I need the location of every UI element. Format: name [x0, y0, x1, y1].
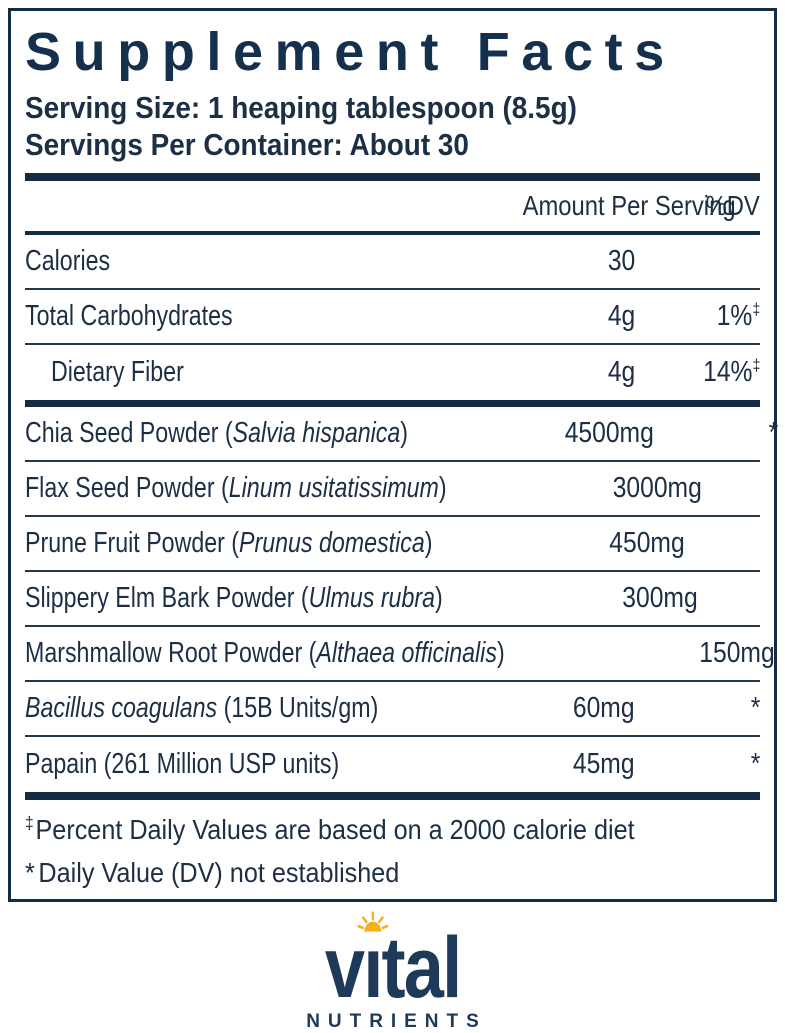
row-chia-seed-powder: Chia Seed Powder (Salvia hispanica) 4500… [25, 407, 779, 463]
ingredient-amount: 60mg [573, 692, 635, 725]
nutrient-dv: 14%‡ [702, 355, 760, 389]
nutrient-amount: 4g [607, 300, 635, 333]
row-bacillus-coagulans: Bacillus coagulans (15B Units/gm) 60mg * [25, 682, 760, 738]
ingredient-amount: 150mg [699, 637, 775, 670]
ingredient-name: Flax Seed Powder (Linum usitatissimum) [25, 472, 447, 505]
header-percent-dv: %DV [705, 190, 760, 222]
row-flax-seed-powder: Flax Seed Powder (Linum usitatissimum) 3… [25, 462, 760, 518]
serving-size-text: Serving Size: 1 heaping tablespoon (8.5g… [25, 90, 577, 126]
nutrient-name: Dietary Fiber [51, 356, 184, 389]
sun-icon [356, 911, 388, 932]
ingredient-name: Bacillus coagulans (15B Units/gm) [25, 692, 379, 725]
ingredient-name: Chia Seed Powder (Salvia hispanica) [25, 417, 409, 450]
servings-per-container-text: Servings Per Container: About 30 [25, 127, 469, 163]
nutrient-dv: 1%‡ [716, 299, 760, 333]
row-total-carbohydrates: Total Carbohydrates 4g 1%‡ [25, 290, 760, 346]
row-prune-fruit-powder: Prune Fruit Powder (Prunus domestica) 45… [25, 517, 760, 573]
footnotes: ‡Percent Daily Values are based on a 200… [25, 800, 760, 900]
footnote-daily-values: ‡Percent Daily Values are based on a 200… [25, 813, 635, 846]
ingredient-name: Prune Fruit Powder (Prunus domestica) [25, 527, 433, 560]
footnote-dv-not-established: * Daily Value (DV) not established [25, 857, 400, 889]
ingredient-amount: 450mg [608, 527, 685, 560]
ingredient-dv: * [750, 692, 760, 725]
brand-wordmark: v ıtal [325, 911, 462, 1011]
nutrient-amount: 30 [607, 245, 635, 278]
nutrient-name: Calories [25, 245, 111, 278]
ingredient-dv: * [769, 417, 779, 450]
servings-per-container-line: Servings Per Container: About 30 [25, 126, 760, 163]
header-amount-per-serving: Amount Per Serving [522, 190, 736, 222]
asterisk-marker: * [25, 857, 35, 889]
ingredient-name: Papain (261 Million USP units) [25, 748, 340, 781]
nutrient-amount: 4g [607, 356, 635, 389]
ingredient-name: Slippery Elm Bark Powder (Ulmus rubra) [25, 582, 443, 615]
nutrient-name: Total Carbohydrates [25, 300, 233, 333]
ingredient-amount: 45mg [573, 748, 635, 781]
divider-thick-bottom [25, 792, 760, 801]
supplement-facts-panel: Supplement Facts Serving Size: 1 heaping… [8, 8, 779, 902]
supplement-facts-title: Supplement Facts [25, 22, 676, 82]
serving-size-line: Serving Size: 1 heaping tablespoon (8.5g… [25, 89, 760, 126]
row-marshmallow-root-powder: Marshmallow Root Powder (Althaea officin… [25, 627, 775, 683]
dagger-marker: ‡ [25, 813, 34, 834]
divider-thick-top [25, 173, 760, 182]
table-header-row: Amount Per Serving %DV [25, 181, 760, 231]
divider-header [25, 231, 760, 236]
row-calories: Calories 30 [25, 235, 760, 291]
ingredient-dv: * [750, 748, 760, 781]
divider-nutrients-ingredients [25, 400, 760, 408]
ingredient-amount: 4500mg [564, 417, 654, 450]
row-slippery-elm-bark-powder: Slippery Elm Bark Powder (Ulmus rubra) 3… [25, 572, 760, 628]
vital-nutrients-logo: v ıtal NUTRIENTS [0, 911, 785, 1033]
ingredient-name: Marshmallow Root Powder (Althaea officin… [25, 637, 505, 670]
row-papain: Papain (261 Million USP units) 45mg * [25, 737, 760, 792]
row-dietary-fiber: Dietary Fiber 4g 14%‡ [25, 345, 760, 400]
ingredient-amount: 300mg [621, 582, 698, 615]
ingredient-amount: 3000mg [612, 472, 703, 505]
